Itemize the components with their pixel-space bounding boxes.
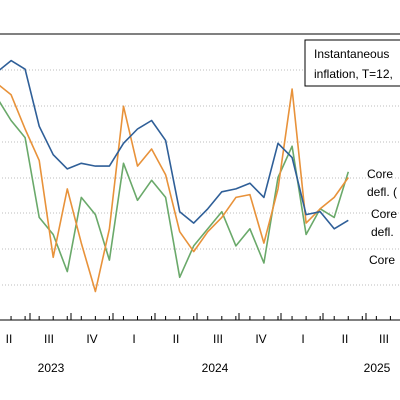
legend-frame [304,39,400,87]
series-label: Core [371,207,397,221]
quarter-label: II [6,332,13,346]
series-line-1 [0,84,349,293]
quarter-label: III [213,332,223,346]
quarter-label: I [132,332,135,346]
plot-frame [0,33,400,321]
series-label: Core [367,167,393,181]
quarter-label: IV [255,332,266,346]
legend-line-1: Instantaneous [314,47,389,61]
quarter-label: IV [86,332,97,346]
series-labels: Core defl. ( Core defl. Core [367,167,397,267]
legend-box: Instantaneous inflation, T=12, [304,39,400,87]
year-label: 2024 [202,361,229,375]
quarter-label: II [173,332,180,346]
quarter-label: II [342,332,349,346]
quarter-label: I [301,332,304,346]
series-label: defl. [371,225,394,239]
series-line-2 [0,101,350,279]
legend-line-2: inflation, T=12, [314,67,393,81]
year-label: 2023 [38,361,65,375]
quarter-label: III [379,332,389,346]
series-label: defl. ( [367,185,397,199]
year-label: 2025 [364,361,391,375]
series-label: Core [369,253,395,267]
series-line-0 [0,59,349,230]
series-lines [0,59,350,293]
quarter-label: III [44,332,54,346]
